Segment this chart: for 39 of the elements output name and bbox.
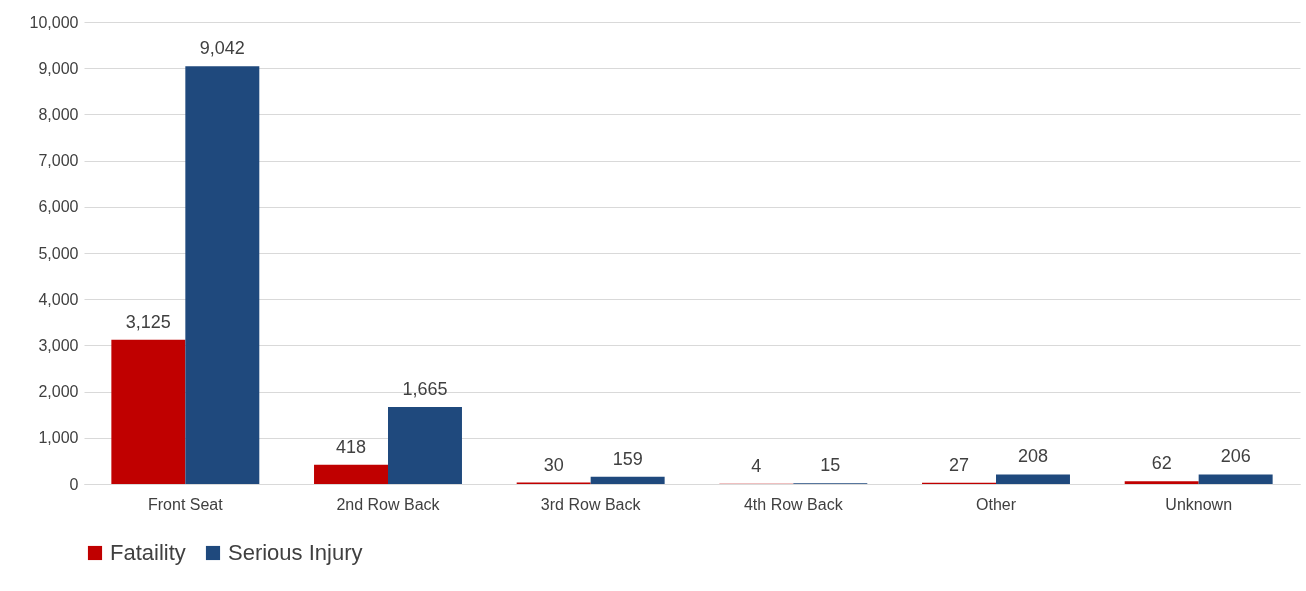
data-label: 15: [820, 455, 841, 476]
y-tick-label: 7,000: [38, 152, 79, 170]
y-tick-label: 4,000: [38, 290, 79, 308]
data-label: 159: [612, 448, 643, 469]
y-tick-label: 5,000: [38, 244, 79, 262]
legend-label: Serious Injury: [228, 540, 363, 565]
bar: [996, 474, 1070, 484]
bar: [185, 66, 260, 484]
y-tick-label: 8,000: [38, 105, 79, 123]
y-tick-label: 2,000: [38, 383, 79, 401]
y-tick-label: 10,000: [29, 13, 79, 31]
y-tick-label: 0: [69, 475, 79, 493]
y-tick-label: 6,000: [38, 198, 79, 216]
x-tick-label: Other: [975, 495, 1017, 513]
x-tick-label: 4th Row Back: [743, 495, 844, 513]
data-label: 27: [949, 454, 970, 475]
y-tick-label: 3,000: [38, 336, 79, 354]
bar: [1198, 474, 1273, 484]
bar: [314, 464, 388, 484]
bar: [388, 407, 462, 484]
bar: [111, 339, 186, 484]
x-tick-label: 3rd Row Back: [540, 495, 642, 513]
bar: [590, 476, 665, 484]
x-tick-label: Unknown: [1165, 495, 1233, 513]
y-tick-label: 1,000: [38, 429, 79, 447]
y-tick-label: 9,000: [38, 59, 79, 77]
data-label: 208: [1017, 446, 1049, 467]
data-label: 1,665: [402, 379, 448, 400]
data-label: 30: [543, 454, 564, 475]
bar: [1124, 481, 1199, 484]
data-label: 3,125: [125, 311, 171, 332]
data-label: 62: [1151, 453, 1172, 474]
legend-label: Fataility: [110, 540, 186, 565]
x-tick-label: Front Seat: [147, 495, 224, 513]
data-label: 9,042: [199, 38, 245, 59]
data-label: 206: [1220, 446, 1251, 467]
data-label: 4: [751, 455, 762, 476]
data-label: 418: [335, 436, 367, 457]
x-tick-label: 2nd Row Back: [336, 495, 441, 513]
